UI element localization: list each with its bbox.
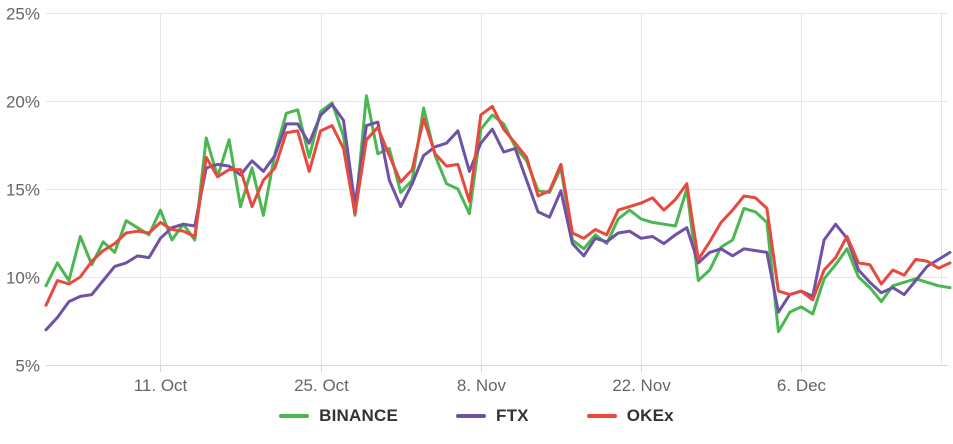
- x-axis-tick-label: 6. Dec: [777, 376, 827, 395]
- plot-area: 5% 10% 15% 20% 25% 11. Oct 25. Oct 8. Nov 22. No…: [6, 5, 952, 395]
- x-axis-tick-label: 11. Oct: [134, 376, 188, 395]
- legend-swatch-okex: [586, 414, 617, 418]
- y-axis-tick-label: 15%: [6, 181, 40, 200]
- x-axis-tick-label: 8. Nov: [457, 376, 507, 395]
- x-axis-tick-label: 25. Oct: [294, 376, 349, 395]
- legend-label: FTX: [496, 406, 529, 425]
- y-axis-tick-label: 5%: [15, 357, 40, 376]
- legend-item-ftx[interactable]: FTX: [456, 406, 529, 426]
- legend-swatch-binance: [279, 414, 310, 418]
- chart-legend: BINANCE FTX OKEx: [0, 406, 953, 426]
- legend-label: OKEx: [626, 406, 674, 425]
- legend-item-binance[interactable]: BINANCE: [279, 406, 398, 426]
- legend-swatch-ftx: [456, 414, 487, 418]
- x-axis-tick-label: 22. Nov: [612, 376, 671, 395]
- series-line-okex: [44, 104, 952, 307]
- y-axis-tick-label: 10%: [6, 269, 40, 288]
- y-axis-tick-label: 20%: [6, 93, 40, 112]
- legend-label: BINANCE: [319, 406, 399, 425]
- y-axis-tick-label: 25%: [6, 5, 40, 24]
- legend-item-okex[interactable]: OKEx: [586, 406, 674, 426]
